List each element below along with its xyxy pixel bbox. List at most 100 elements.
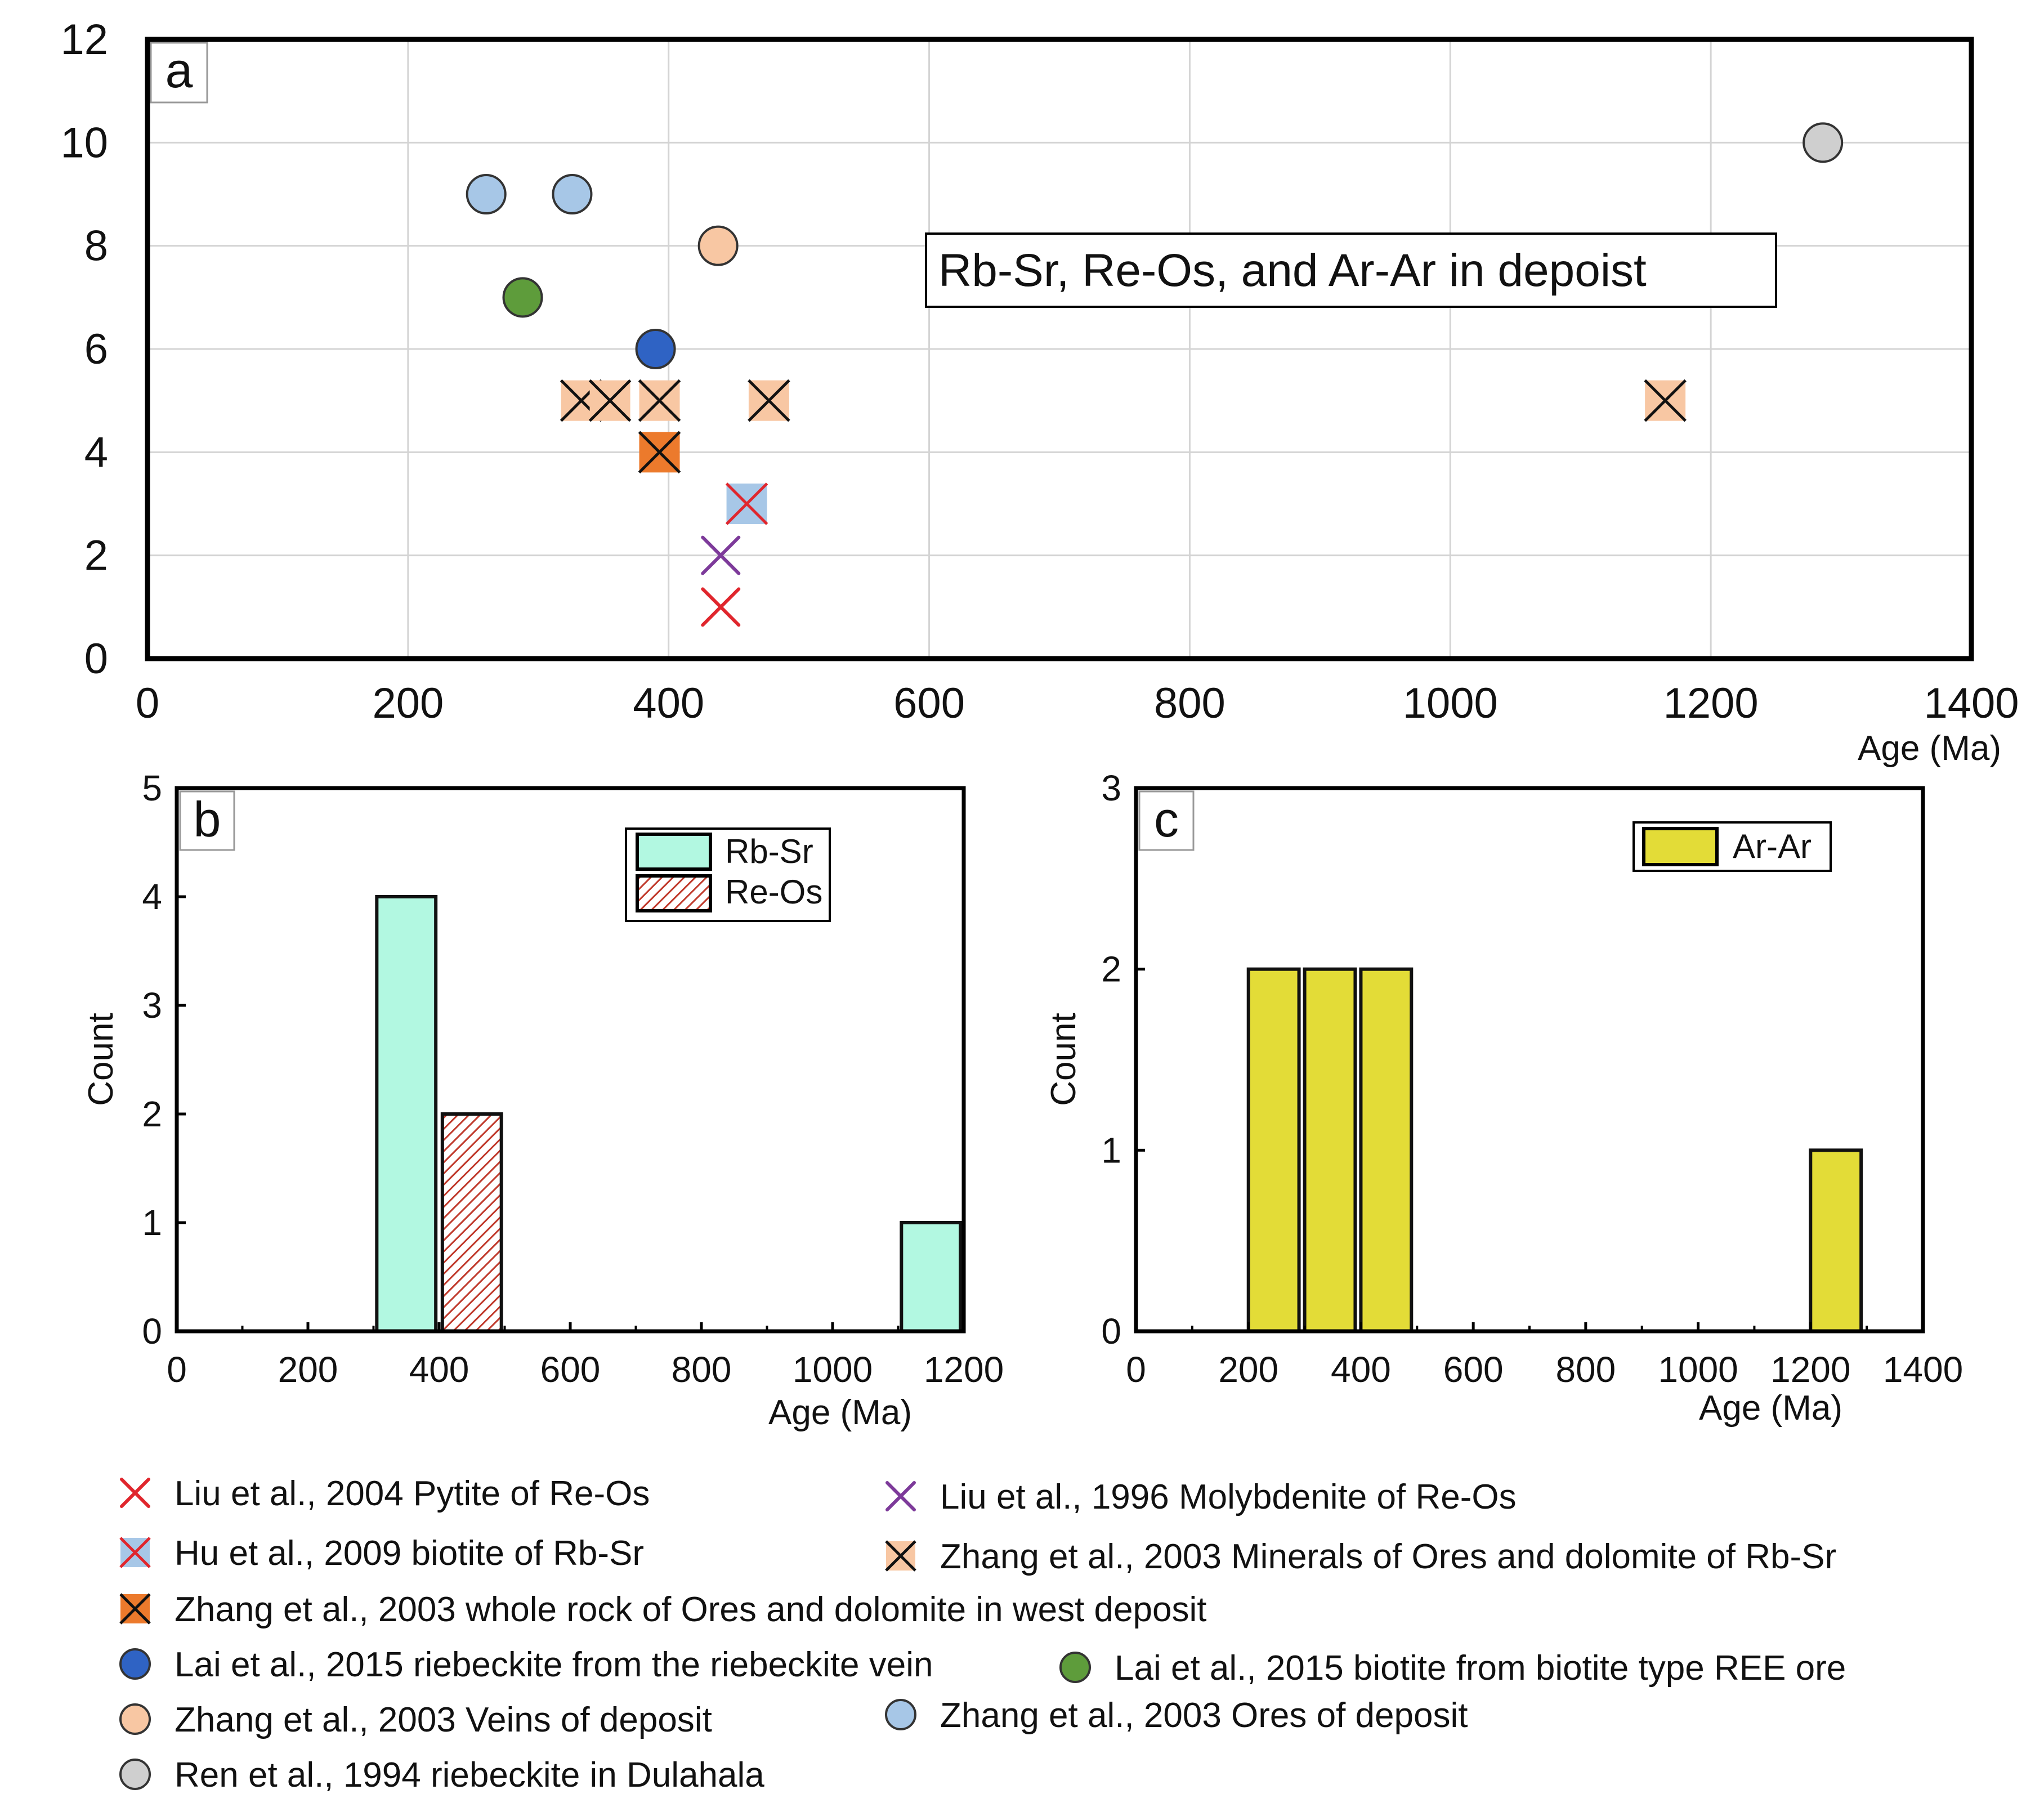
panel-a-point-cross-2 [748, 379, 790, 422]
panel-b-bars [375, 895, 963, 1333]
legend-item-5-label: Lai et al., 2015 riebeckite from the rie… [175, 1645, 933, 1684]
legend-item-3: Zhang et al., 2003 Minerals of Ores and … [885, 1537, 1836, 1576]
panel-a-point [725, 482, 768, 525]
panel-a-label: a [166, 42, 193, 98]
panel-a-frame [145, 37, 1974, 661]
panel-c-histogram: c 0 200 400 600 800 1000 1200 1400 0 1 2 3 Age (Ma… [1044, 768, 1963, 1428]
panel-b-x-tick-label: 1200 [924, 1349, 1004, 1390]
panel-a-y-ticks: 0 2 4 6 8 10 12 [60, 16, 108, 683]
panel-a-points [466, 122, 1844, 627]
panel-b-legend: Rb-Sr Re-Os [625, 827, 831, 922]
panel-c-bar [1359, 967, 1414, 1333]
legend-item-3-marker [885, 1540, 916, 1572]
panel-a-x-tick-label: 400 [633, 679, 704, 727]
legend-item-6: Lai et al., 2015 biotite from biotite ty… [1059, 1649, 1846, 1688]
panel-b-y-tick-label: 2 [142, 1094, 162, 1134]
panel-a-point [1644, 379, 1687, 422]
legend-item-1: Liu et al., 1996 Molybdenite of Re-Os [885, 1478, 1517, 1516]
panel-a-x-tick-label: 1400 [1924, 679, 2019, 727]
panel-a-point [748, 379, 790, 422]
legend-item-7-label: Zhang et al., 2003 Veins of deposit [175, 1701, 712, 1739]
panel-a-y-tick-label: 12 [60, 16, 108, 64]
legend-item-9: Ren et al., 1994 riebeckite in Dulahala [119, 1756, 764, 1795]
panel-a-point [1803, 122, 1844, 163]
panel-a-y-tick-label: 2 [84, 532, 108, 580]
legend-item-8-label: Zhang et al., 2003 Ores of deposit [940, 1696, 1468, 1735]
panel-b-y-tick-label: 4 [142, 876, 162, 917]
panel-a-x-tick-label: 600 [893, 679, 965, 727]
legend-item-2-marker [119, 1537, 151, 1568]
panel-a-x-tick-label: 1000 [1403, 679, 1498, 727]
panel-b-y-axis-label: Count [82, 1013, 120, 1106]
panel-b-x-tick-label: 400 [409, 1349, 469, 1390]
legend-item-8: Zhang et al., 2003 Ores of deposit [885, 1696, 1468, 1735]
panel-c-bar [1303, 967, 1357, 1333]
legend-item-8-marker [885, 1699, 916, 1730]
legend-ar-ar-label: Ar-Ar [1733, 827, 1812, 865]
panel-a-legend: Liu et al., 2004 Pytite of Re-Os Liu et a… [119, 1474, 1846, 1795]
panel-a-y-tick-label: 10 [60, 119, 108, 167]
panel-a-point-cross-2 [1644, 379, 1687, 422]
panel-c-label: c [1154, 791, 1179, 847]
panel-c-y-tick-label: 1 [1101, 1130, 1121, 1170]
panel-a-x-tick-label: 1200 [1663, 679, 1759, 727]
panel-b-label-box [179, 790, 235, 851]
legend-item-1-marker [885, 1481, 916, 1511]
panel-c-y-tick-label: 2 [1101, 949, 1121, 990]
legend-item-1-marker-stroke-2 [885, 1481, 916, 1511]
legend-rb-sr-swatch [636, 833, 712, 871]
legend-item-4-marker-cross-2 [119, 1593, 151, 1625]
panel-c-x-tick-label: 800 [1555, 1349, 1616, 1390]
panel-a-x-tick-label: 200 [372, 679, 444, 727]
panel-a-x-tick-label: 0 [136, 679, 159, 727]
panel-b-x-axis-label: Age (Ma) [768, 1393, 912, 1432]
panel-a-x-axis-label: Age (Ma) [1858, 729, 2001, 768]
panel-b-y-ticks: 0 1 2 3 4 5 [142, 768, 186, 1352]
panel-b-x-tick-label: 800 [672, 1349, 732, 1390]
panel-a-point-cross-2 [588, 379, 632, 422]
legend-item-3-label: Zhang et al., 2003 Minerals of Ores and … [940, 1537, 1836, 1576]
legend-item-5: Lai et al., 2015 riebeckite from the rie… [119, 1645, 933, 1684]
panel-c-x-ticks: 0 200 400 600 800 1000 1200 1400 [1126, 1322, 1963, 1390]
panel-a-point [635, 329, 676, 369]
legend-item-5-marker [119, 1648, 151, 1680]
legend-item-0-marker-stroke-2 [120, 1478, 150, 1508]
legend-re-os-label: Re-Os [725, 873, 822, 911]
panel-a-point [638, 379, 681, 422]
panel-c-x-tick-label: 200 [1218, 1349, 1278, 1390]
legend-item-9-marker [119, 1759, 151, 1790]
legend-ar-ar-swatch [1642, 827, 1719, 866]
panel-b-x-tick-label: 0 [167, 1349, 187, 1390]
panel-a-scatter: a Rb-Sr, Re-Os, and Ar-Ar in depoist 0 20… [60, 16, 2019, 768]
legend-item-0: Liu et al., 2004 Pytite of Re-Os [120, 1474, 650, 1513]
legend-item-4-marker [119, 1593, 151, 1625]
panel-b-bar [440, 1112, 503, 1333]
panel-a-y-tick-label: 0 [84, 635, 108, 683]
legend-rb-sr-label: Rb-Sr [725, 833, 813, 870]
panel-b-y-tick-label: 0 [142, 1311, 162, 1352]
legend-item-2-marker-cross-2 [119, 1537, 151, 1568]
panel-a-point [701, 535, 741, 575]
panel-c-y-tick-label: 0 [1101, 1311, 1121, 1352]
panel-a-label-box [150, 42, 208, 104]
panel-b-bar [375, 895, 438, 1333]
legend-item-2-label: Hu et al., 2009 biotite of Rb-Sr [175, 1534, 644, 1573]
panel-a-point [502, 277, 543, 318]
panel-a-point-cross-2 [725, 482, 768, 525]
panel-a-annotation: Rb-Sr, Re-Os, and Ar-Ar in depoist [938, 245, 1647, 296]
legend-item-4: Zhang et al., 2003 whole rock of Ores an… [119, 1590, 1206, 1629]
panel-a-point-cross-2 [638, 431, 681, 474]
legend-item-9-label: Ren et al., 1994 riebeckite in Dulahala [175, 1756, 764, 1795]
panel-c-y-ticks: 0 1 2 3 [1101, 768, 1145, 1352]
legend-item-1-label: Liu et al., 1996 Molybdenite of Re-Os [940, 1478, 1517, 1516]
panel-c-label-box [1138, 790, 1195, 851]
panel-a-y-tick-label: 4 [84, 428, 108, 476]
panel-b-x-ticks: 0 200 400 600 800 1000 1200 [167, 1322, 1004, 1390]
panel-b-x-tick-label: 1000 [793, 1349, 873, 1390]
panel-c-legend: Ar-Ar [1632, 821, 1832, 872]
panel-c-x-tick-label: 1400 [1883, 1349, 1963, 1390]
panel-b-y-tick-label: 1 [142, 1202, 162, 1243]
panel-c-bar [1809, 1148, 1863, 1334]
